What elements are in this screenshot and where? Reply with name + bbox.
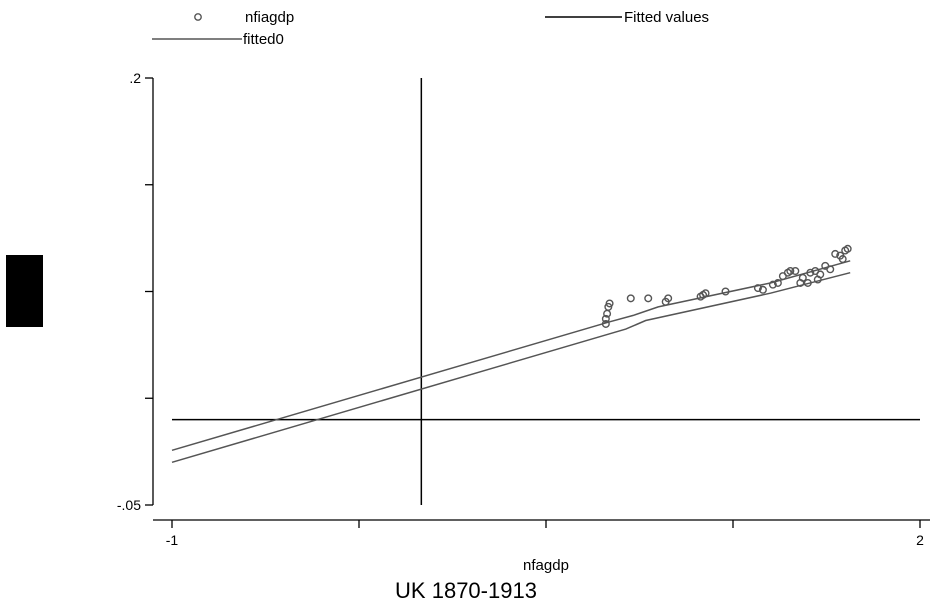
data-point-23 [803, 278, 812, 287]
data-point-0 [601, 319, 610, 328]
data-point-15 [768, 280, 777, 289]
legend-marker-nfiagdp [194, 13, 202, 21]
data-point-22 [798, 273, 807, 282]
y-ticks: -.05 .2 [117, 70, 153, 513]
x-tick-label-0: -1 [166, 532, 179, 548]
legend-label-fitted-values: Fitted values [624, 9, 709, 26]
data-point-19 [786, 267, 795, 276]
data-point-6 [644, 294, 653, 303]
data-point-5 [626, 294, 635, 303]
x-tick-label-4: 2 [916, 532, 924, 548]
legend-label-fitted0: fitted0 [243, 31, 284, 48]
data-point-27 [816, 270, 825, 279]
chart-note: UK 1870-1913 [395, 578, 537, 603]
y-tick-label-4: .2 [129, 70, 141, 86]
data-point-24 [806, 268, 815, 277]
data-point-13 [753, 284, 762, 293]
legend: nfiagdp Fitted values fitted0 [152, 9, 709, 48]
series-line-fitted-values [171, 260, 851, 452]
y-tick-label-0: -.05 [117, 497, 141, 513]
scatter-points [601, 244, 852, 328]
x-ticks: -1 2 [166, 520, 924, 548]
data-point-11 [701, 289, 710, 298]
data-point-1 [601, 314, 610, 323]
data-point-30 [831, 249, 840, 258]
data-point-29 [826, 265, 835, 274]
data-point-20 [791, 267, 800, 276]
data-point-34 [843, 244, 852, 253]
data-point-16 [773, 278, 782, 287]
series-line-fitted0 [171, 271, 851, 464]
data-point-8 [664, 294, 673, 303]
data-point-12 [721, 287, 730, 296]
x-axis-title: nfagdp [523, 557, 569, 574]
data-point-4 [605, 299, 614, 308]
legend-label-nfiagdp: nfiagdp [245, 9, 294, 26]
reference-lines [172, 78, 920, 505]
data-point-14 [758, 285, 767, 294]
fitted-lines [171, 260, 851, 464]
side-marker [6, 255, 43, 327]
data-point-32 [838, 255, 847, 264]
